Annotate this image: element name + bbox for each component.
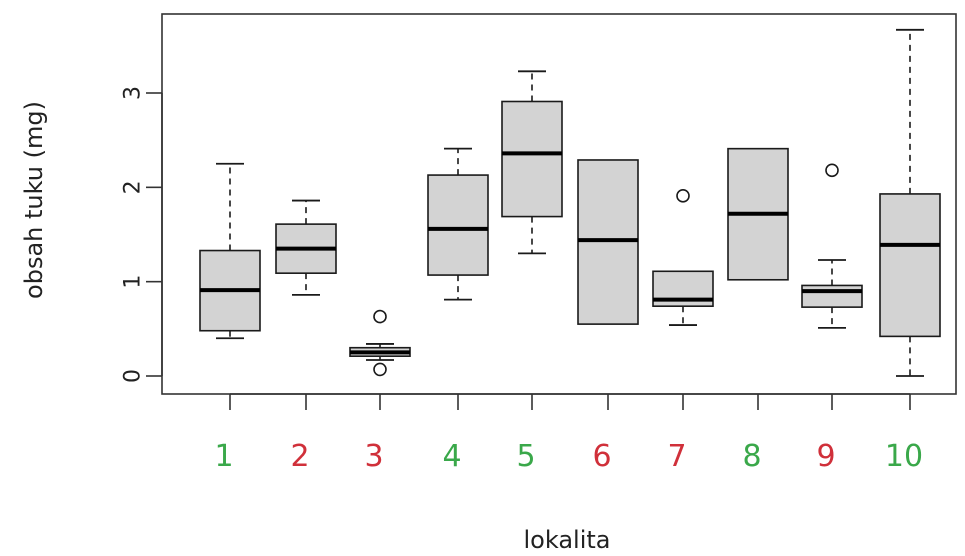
box-group-3: [349, 309, 411, 377]
x-tick-label: 10: [885, 439, 923, 474]
box-iqr: [801, 284, 863, 308]
x-axis: 1 2 3 4 5 6 7 8 9 10: [214, 393, 923, 474]
x-tick-label: 4: [442, 439, 461, 474]
box-group-8: [727, 147, 789, 281]
x-tick-label: 7: [667, 439, 686, 474]
x-tick-label: 3: [364, 439, 383, 474]
box-group-2: [275, 199, 337, 296]
x-axis-title: lokalita: [524, 526, 611, 554]
y-tick-label: 1: [121, 275, 146, 289]
box-group-10: [879, 28, 941, 377]
box-group-4: [427, 147, 489, 301]
box-iqr: [879, 193, 941, 338]
box-group-5: [501, 70, 563, 255]
x-tick-label: 6: [592, 439, 611, 474]
outlier-point: [825, 163, 839, 178]
box-iqr: [427, 174, 489, 276]
y-axis: 0 1 2 3: [121, 86, 163, 383]
box-group-7: [652, 189, 714, 326]
x-tick-label: 9: [816, 439, 835, 474]
outlier-point: [676, 189, 690, 203]
x-tick-label: 8: [742, 439, 761, 474]
y-axis-title: obsah tuku (mg): [20, 101, 48, 299]
x-tick-label: 5: [516, 439, 535, 474]
box-group-6: [577, 159, 639, 325]
box-group-9: [801, 163, 863, 329]
outlier-point: [373, 362, 387, 377]
outlier-point: [373, 309, 387, 324]
y-tick-label: 3: [121, 86, 146, 100]
y-tick-label: 0: [121, 369, 146, 383]
x-tick-label: 2: [290, 439, 309, 474]
x-tick-label: 1: [214, 439, 233, 474]
box-marks: [199, 28, 941, 377]
y-tick-label: 2: [121, 180, 146, 194]
box-iqr: [501, 100, 563, 218]
box-group-1: [199, 162, 261, 340]
